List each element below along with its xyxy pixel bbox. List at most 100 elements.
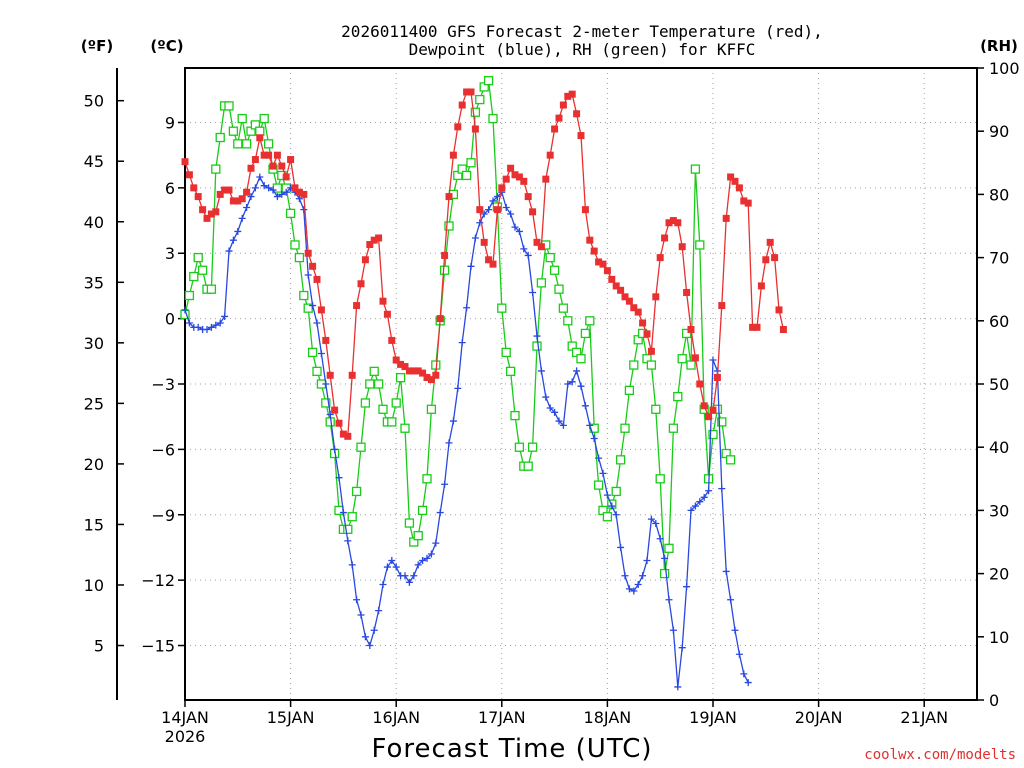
temperature-point: [397, 360, 405, 368]
temperature-point: [779, 326, 787, 334]
temperature-point: [621, 293, 629, 301]
temperature-point: [502, 175, 510, 183]
relative-humidity-point: [312, 366, 322, 377]
temperature-point: [287, 156, 295, 164]
fahrenheit-tick-label: 30: [84, 334, 104, 353]
temperature-point: [339, 430, 347, 438]
dewpoint-point: [612, 511, 620, 519]
temperature-point: [357, 280, 365, 288]
temperature-point: [181, 158, 189, 166]
relative-humidity-point: [378, 404, 388, 414]
relative-humidity-point: [360, 398, 371, 408]
dewpoint-point: [568, 378, 576, 386]
temperature-point: [401, 363, 409, 371]
temperature-point: [735, 184, 743, 192]
relative-humidity-point: [659, 568, 670, 579]
dewpoint-point: [511, 223, 519, 231]
dewpoint-point: [485, 206, 493, 214]
relative-humidity-point: [523, 461, 533, 471]
dewpoint-point: [555, 417, 563, 425]
temperature-point: [291, 184, 299, 192]
relative-humidity-point: [514, 442, 525, 452]
celsius-tick-label: −15: [141, 637, 175, 656]
temperature-point: [520, 177, 528, 185]
grid-lines: [185, 68, 977, 700]
fahrenheit-tick-label: 40: [84, 213, 104, 232]
data-series: [180, 75, 787, 691]
dewpoint-point: [194, 323, 202, 331]
fahrenheit-tick-label: 10: [84, 576, 104, 595]
temperature-point: [388, 336, 396, 344]
dewpoint-point: [212, 321, 220, 329]
temperature-series: [181, 88, 787, 440]
relative-humidity-point: [629, 360, 639, 370]
dewpoint-point: [441, 480, 449, 488]
temperature-point: [731, 177, 739, 185]
relative-humidity-point: [501, 347, 511, 358]
dewpoint-point: [502, 203, 510, 211]
dewpoint-point: [718, 485, 726, 493]
relative-humidity-point: [585, 316, 595, 326]
dewpoint-point: [243, 203, 251, 211]
temperature-point: [427, 376, 435, 384]
dewpoint-point: [617, 543, 625, 551]
dewpoint-point: [427, 550, 435, 558]
relative-humidity-point: [422, 474, 432, 484]
dewpoint-point: [727, 596, 735, 604]
dewpoint-point: [524, 251, 532, 259]
temperature-point: [718, 302, 726, 310]
dewpoint-line: [184, 175, 749, 687]
rh-tick-label: 20: [989, 565, 1009, 584]
relative-humidity-point: [488, 113, 498, 124]
relative-humidity-point: [532, 341, 542, 351]
temperature-point: [577, 132, 585, 140]
dewpoint-point: [471, 234, 479, 242]
temperature-point: [771, 254, 779, 262]
temperature-point: [485, 256, 493, 264]
dewpoint-point: [309, 302, 317, 310]
dewpoint-point: [551, 408, 559, 416]
temperature-point: [753, 323, 761, 331]
dewpoint-point: [705, 487, 713, 495]
relative-humidity-point: [664, 543, 674, 553]
dewpoint-point: [269, 186, 277, 194]
dewpoint-point: [339, 509, 347, 517]
temperature-point: [546, 151, 554, 159]
dewpoint-point: [335, 474, 343, 482]
temperature-point: [273, 151, 281, 159]
dewpoint-point: [643, 557, 651, 565]
relative-humidity-point: [365, 379, 375, 389]
temperature-point: [194, 193, 202, 201]
rh-tick-label: 70: [989, 249, 1009, 268]
dewpoint-point: [546, 404, 554, 412]
dewpoint-point: [661, 554, 669, 562]
relative-humidity-point: [673, 391, 683, 402]
dewpoint-point: [656, 535, 664, 543]
temperature-point: [568, 90, 576, 98]
temperature-point: [423, 373, 431, 381]
rh-tick-label: 100: [989, 59, 1020, 78]
temperature-point: [705, 413, 713, 421]
dewpoint-point: [392, 563, 400, 571]
dewpoint-point: [388, 557, 396, 565]
temperature-point: [480, 238, 488, 246]
temperature-point: [669, 217, 677, 225]
relative-humidity-point: [470, 107, 481, 117]
chart-title-line-1: 2026011400 GFS Forecast 2-meter Temperat…: [341, 22, 823, 41]
temperature-point: [234, 197, 242, 205]
dewpoint-point: [256, 173, 264, 181]
relative-humidity-point: [677, 354, 687, 364]
temperature-point: [533, 238, 541, 246]
dewpoint-point: [542, 393, 550, 401]
temperature-point: [515, 173, 523, 181]
dewpoint-point: [652, 519, 660, 527]
temperature-point: [335, 419, 343, 427]
relative-humidity-point: [725, 455, 736, 465]
temperature-point: [185, 171, 193, 179]
temperature-point: [436, 315, 444, 323]
dewpoint-point: [691, 502, 699, 510]
relative-humidity-point: [708, 429, 718, 440]
dewpoint-point: [449, 417, 457, 425]
temperature-point: [221, 186, 229, 194]
dewpoint-point: [595, 454, 603, 462]
